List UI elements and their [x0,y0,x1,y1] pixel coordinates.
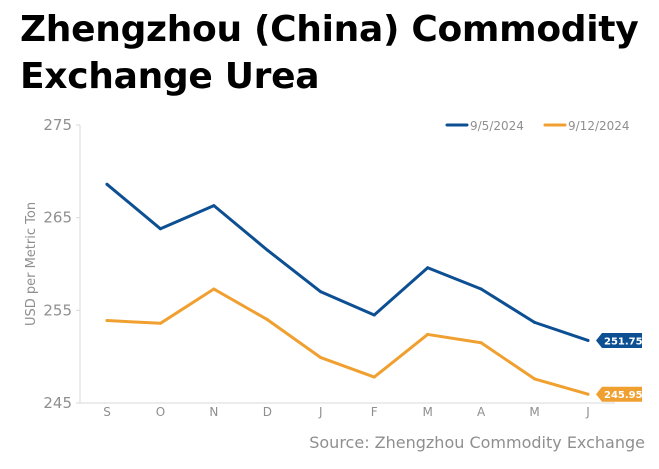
x-tick-label: O [156,405,165,419]
series-1-point [372,313,376,317]
end-value-tag-2 [596,386,642,402]
series-2-point [212,287,216,291]
series-1-point [319,290,323,294]
y-tick-label: 255 [43,301,72,319]
series-2-point [105,319,109,323]
series-1-point [158,227,162,231]
series-2-point [372,375,376,379]
chart-title: Zhengzhou (China) Commodity Exchange Ure… [20,6,650,100]
x-tick-label: M [529,405,539,419]
x-tick-label: S [103,405,111,419]
x-tick-label: N [209,405,218,419]
end-value-label-2: 245.95 [604,390,643,401]
x-tick-label: J [318,405,323,419]
series-2-point [479,341,483,345]
series-1-point [586,338,590,342]
source-note: Source: Zhengzhou Commodity Exchange [309,433,645,452]
series-1-point [212,204,216,208]
x-tick-label: D [263,405,272,419]
series-2-point [265,318,269,322]
end-value-tag-1 [596,332,642,348]
series-2-point [533,377,537,381]
x-tick-label: M [422,405,432,419]
series-line-2 [105,287,590,396]
series-2-point [426,332,430,336]
y-tick-label: 265 [43,209,72,227]
series-1-point [265,248,269,252]
series-2-point [158,321,162,325]
end-value-label-1: 251.75 [604,336,643,347]
series-1-point [533,320,537,324]
series-2-point [586,392,590,396]
series-1-point [426,266,430,270]
x-tick-label: J [585,405,590,419]
series-1-point [479,287,483,291]
series-line-1 [105,182,590,342]
y-axis-title: USD per Metric Ton [24,202,39,326]
legend-label-2: 9/12/2024 [568,119,630,133]
y-tick-label: 245 [43,394,72,412]
x-tick-label: A [477,405,486,419]
legend-label-1: 9/5/2024 [470,119,524,133]
title-line-1: Zhengzhou (China) Commodity [20,9,639,50]
y-tick-label: 275 [43,116,72,134]
title-line-2: Exchange Urea [20,56,320,97]
series-1-point [105,182,109,186]
series-2-point [319,356,323,360]
x-tick-label: F [371,405,378,419]
